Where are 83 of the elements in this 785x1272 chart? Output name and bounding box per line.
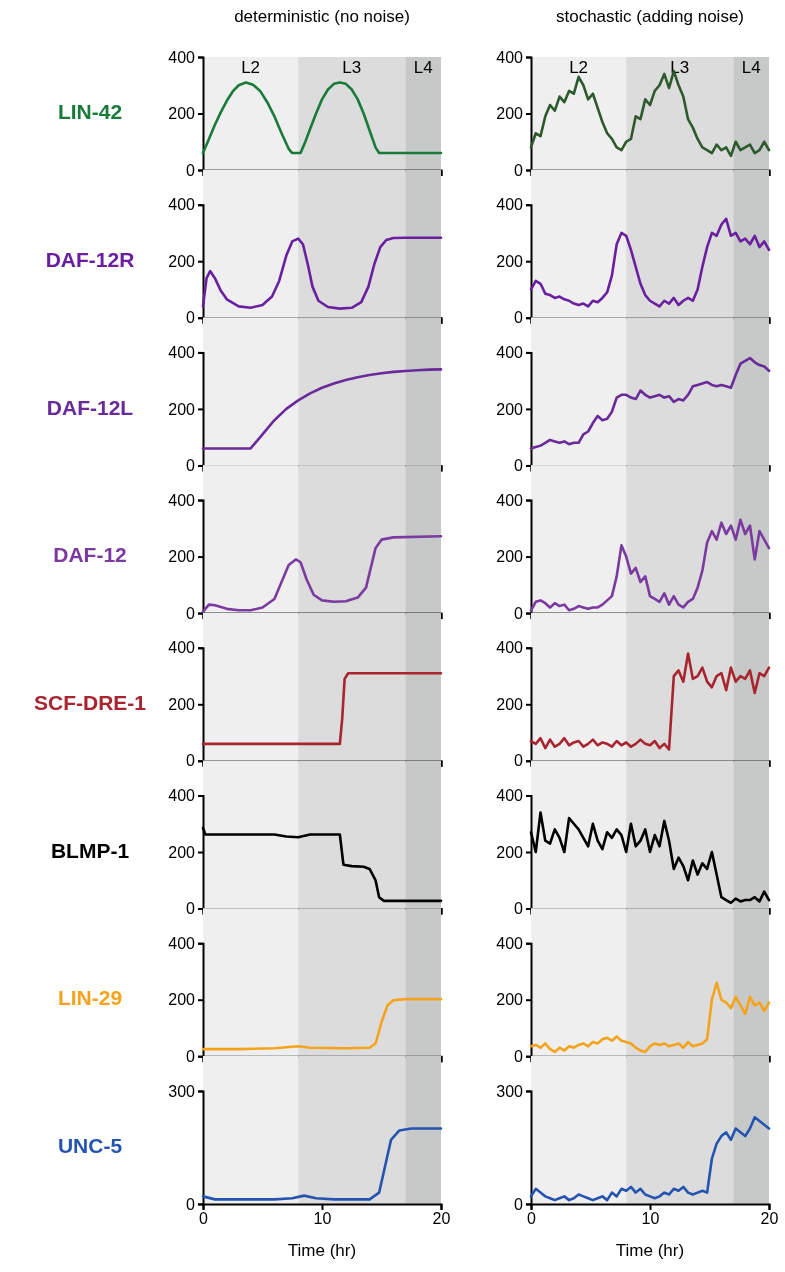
y-tick-label: 0 bbox=[514, 900, 524, 918]
y-tick-label: 0 bbox=[186, 1047, 196, 1065]
line-series bbox=[529, 518, 771, 612]
y-tick-label: 200 bbox=[496, 105, 524, 123]
y-tick-label: 0 bbox=[514, 161, 524, 179]
y-tick-label: 0 bbox=[186, 161, 196, 179]
y-tick-label: 200 bbox=[168, 105, 196, 123]
y-tick-label: 400 bbox=[496, 196, 524, 214]
band-label: L4 bbox=[413, 58, 433, 77]
y-tick-label: 400 bbox=[496, 344, 524, 362]
y-tick-label: 300 bbox=[496, 1082, 524, 1100]
band-label: L2 bbox=[569, 58, 589, 77]
y-tick-label: 200 bbox=[496, 843, 524, 861]
y-tick-label: 0 bbox=[514, 457, 524, 475]
y-tick-label: 0 bbox=[186, 604, 196, 622]
line-series bbox=[529, 981, 771, 1054]
y-tick-label: 200 bbox=[168, 843, 196, 861]
y-tick-label: 0 bbox=[514, 1047, 524, 1065]
line-series bbox=[529, 217, 771, 308]
x-tick-label: 0 bbox=[527, 1210, 537, 1228]
line-series bbox=[201, 368, 443, 450]
band-label: L3 bbox=[670, 58, 690, 77]
y-axis-title: SCF-DRE-1 bbox=[33, 690, 147, 714]
y-tick-label: 400 bbox=[168, 787, 196, 805]
y-tick-label: 400 bbox=[168, 639, 196, 657]
y-axis-title: LIN-29 bbox=[57, 986, 123, 1010]
y-tick-label: 400 bbox=[496, 48, 524, 66]
y-tick-label: 0 bbox=[514, 752, 524, 770]
y-tick-label: 200 bbox=[496, 991, 524, 1009]
y-tick-label: 200 bbox=[496, 252, 524, 270]
y-tick-label: 0 bbox=[186, 752, 196, 770]
line-series bbox=[529, 1115, 771, 1202]
line-series bbox=[529, 652, 771, 751]
y-tick-label: 0 bbox=[514, 309, 524, 327]
x-tick-label: 0 bbox=[199, 1210, 209, 1228]
y-tick-label: 0 bbox=[186, 309, 196, 327]
y-axis-title: BLMP-1 bbox=[50, 838, 130, 862]
y-tick-label: 400 bbox=[168, 344, 196, 362]
y-tick-label: 400 bbox=[168, 196, 196, 214]
chart-title: stochastic (adding noise) bbox=[555, 7, 745, 26]
y-tick-label: 400 bbox=[168, 934, 196, 952]
x-tick-label: 20 bbox=[760, 1210, 779, 1228]
y-axis-title: DAF-12 bbox=[53, 543, 127, 567]
y-axis-title: UNC-5 bbox=[57, 1134, 123, 1158]
line-series bbox=[201, 671, 443, 746]
y-tick-label: 0 bbox=[186, 900, 196, 918]
line-series bbox=[201, 1127, 443, 1201]
band-label: L2 bbox=[241, 58, 261, 77]
line-series bbox=[201, 997, 443, 1051]
band-label: L4 bbox=[741, 58, 761, 77]
y-axis-title: DAF-12L bbox=[46, 395, 134, 419]
y-tick-label: 0 bbox=[186, 1195, 196, 1213]
y-tick-label: 200 bbox=[496, 400, 524, 418]
line-series bbox=[201, 534, 443, 613]
line-series bbox=[529, 356, 771, 450]
y-tick-label: 200 bbox=[168, 252, 196, 270]
y-axis-title: LIN-42 bbox=[57, 100, 123, 124]
y-tick-label: 400 bbox=[496, 639, 524, 657]
y-tick-label: 400 bbox=[168, 48, 196, 66]
x-axis-title: Time (hr) bbox=[287, 1240, 357, 1260]
y-tick-label: 0 bbox=[514, 1195, 524, 1213]
chart-title: deterministic (no noise) bbox=[234, 7, 410, 26]
y-tick-label: 200 bbox=[168, 695, 196, 713]
y-axis-title: DAF-12R bbox=[45, 247, 135, 271]
y-tick-label: 0 bbox=[514, 604, 524, 622]
y-tick-label: 400 bbox=[496, 934, 524, 952]
y-tick-label: 200 bbox=[168, 400, 196, 418]
y-tick-label: 200 bbox=[496, 548, 524, 566]
y-tick-label: 400 bbox=[496, 787, 524, 805]
y-tick-label: 200 bbox=[168, 991, 196, 1009]
y-tick-label: 400 bbox=[168, 491, 196, 509]
x-tick-label: 20 bbox=[432, 1210, 451, 1228]
x-axis-title: Time (hr) bbox=[615, 1240, 685, 1260]
line-series bbox=[201, 236, 443, 310]
y-tick-label: 300 bbox=[168, 1082, 196, 1100]
x-tick-label: 10 bbox=[313, 1210, 332, 1228]
y-tick-label: 200 bbox=[496, 695, 524, 713]
y-tick-label: 0 bbox=[186, 457, 196, 475]
band-label: L3 bbox=[342, 58, 362, 77]
line-series bbox=[201, 81, 443, 155]
x-tick-label: 10 bbox=[641, 1210, 660, 1228]
y-tick-label: 400 bbox=[496, 491, 524, 509]
y-tick-label: 200 bbox=[168, 548, 196, 566]
